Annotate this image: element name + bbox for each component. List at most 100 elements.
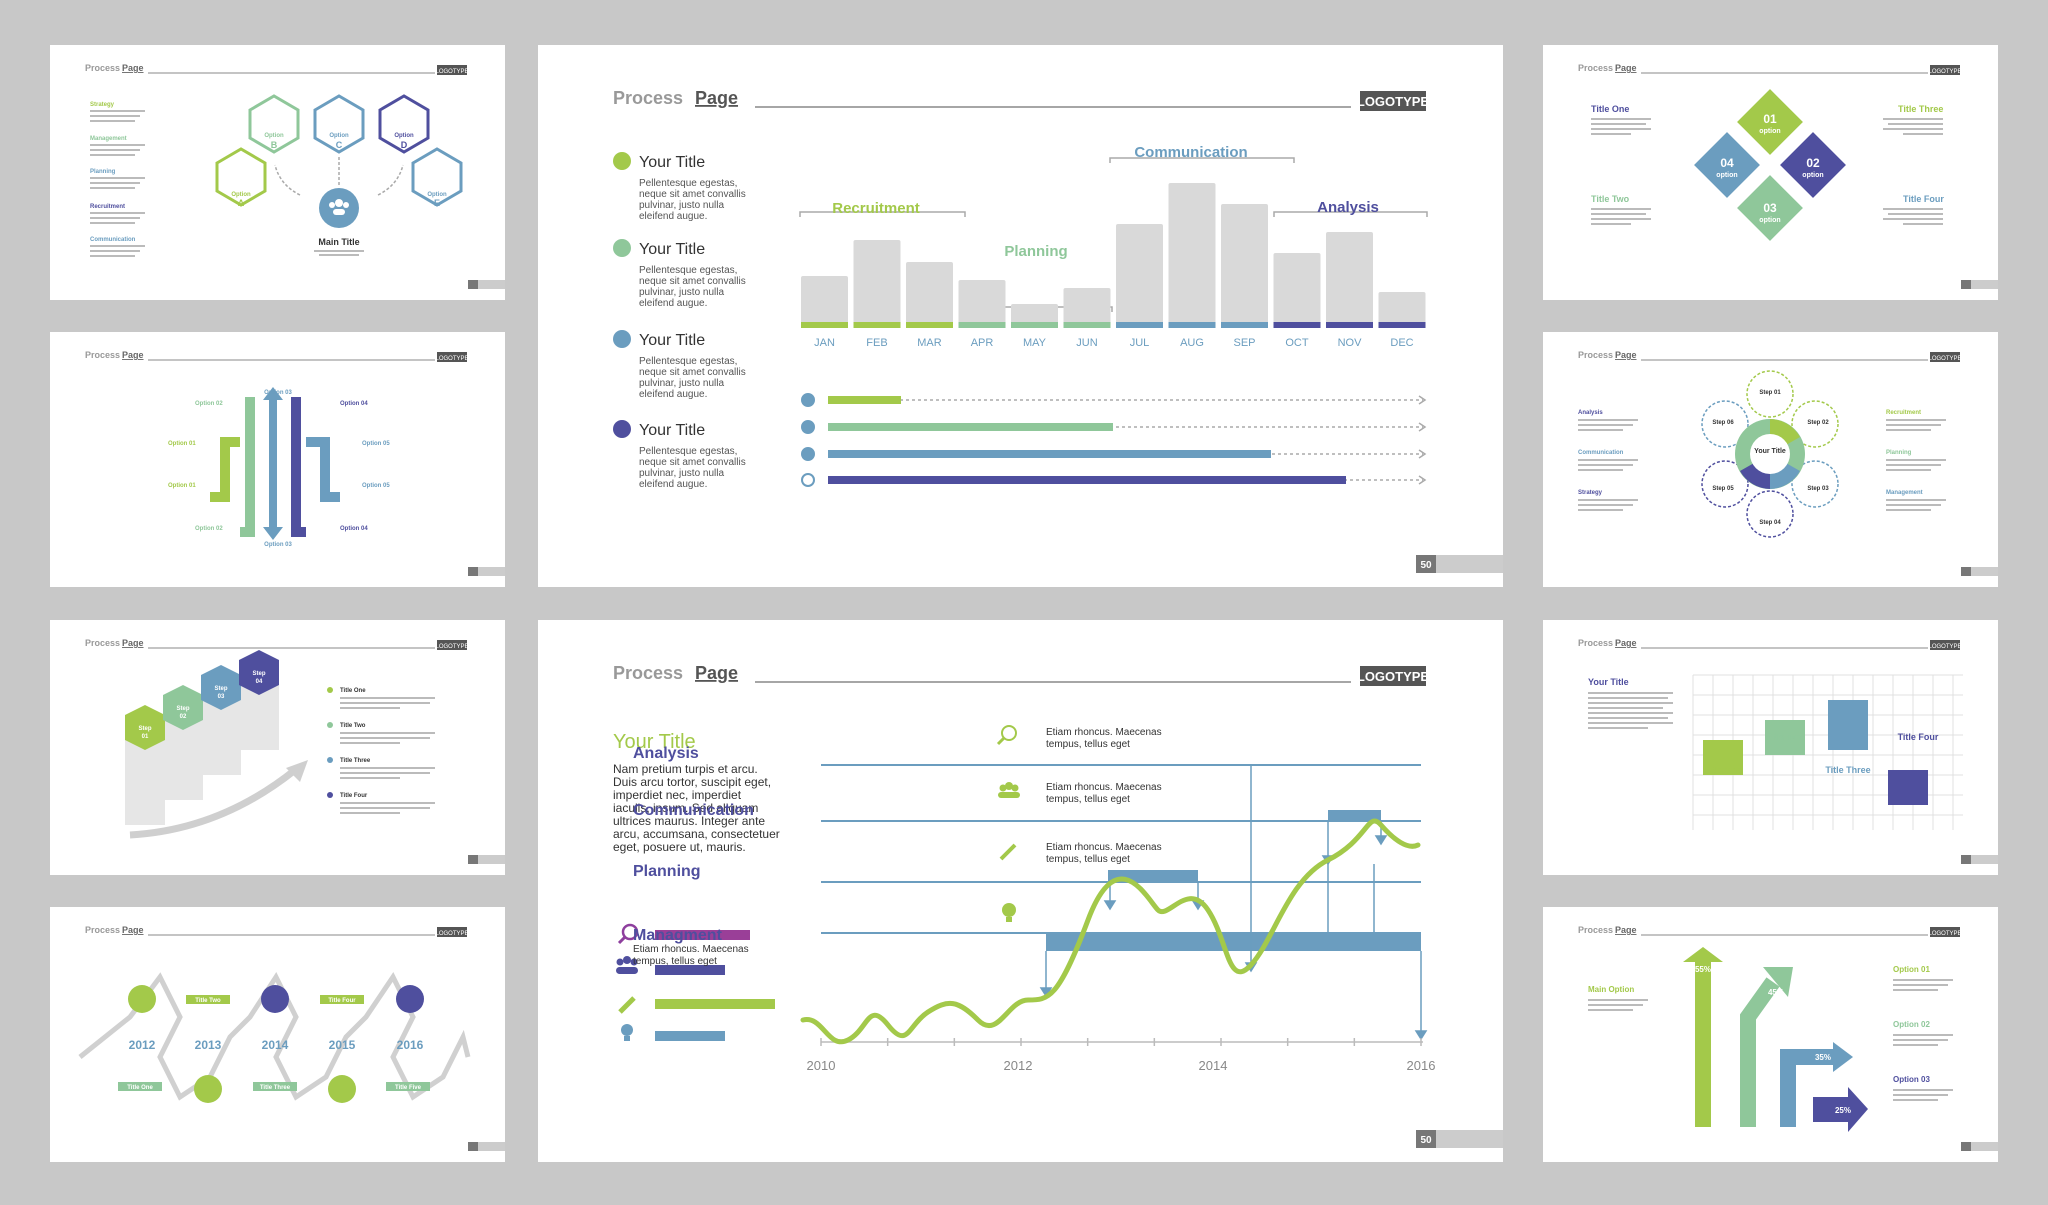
bar-chart-slide: Process Page LOGOTYPE Your Title Pellent…: [613, 88, 1503, 573]
logo-text: LOGOTYPE: [435, 356, 468, 362]
center-title: Your Title: [1754, 448, 1786, 455]
arrow-25: [1813, 1097, 1848, 1122]
page-number-bar: [1961, 1142, 1998, 1151]
month-bar-oct: [1273, 253, 1321, 328]
process-label: Process: [85, 638, 120, 648]
page-number-bar: [468, 567, 505, 576]
page-number-bar: [1961, 280, 1998, 289]
page-label: Page: [122, 638, 144, 648]
arrow-35-head: [1833, 1042, 1853, 1072]
month-bar-jul: [1116, 224, 1163, 328]
bar-title-four: [1888, 770, 1928, 805]
axis-year-label: 2012: [1004, 1058, 1033, 1073]
axis-year-label: 2016: [1407, 1058, 1436, 1073]
slide-thumbnail-years[interactable]: Process Page LOGOTYPE 2012 2013 2014 201…: [50, 907, 505, 1162]
step-label: Step 02: [1807, 420, 1829, 426]
slide-thumbnail-steps[interactable]: Process Page LOGOTYPE Step 01 Step 02 St…: [50, 620, 505, 875]
page-label: Page: [1615, 638, 1637, 648]
option-label: Option 01: [168, 441, 196, 447]
page-number-box: [468, 855, 478, 864]
legend-text: eleifend augue.: [639, 211, 707, 222]
row-note: tempus, tellus eget: [1046, 854, 1130, 865]
slide-thumbnail-arrows[interactable]: Process Page LOGOTYPE Option 03 Option 0…: [50, 332, 505, 587]
page-number-bar: [1961, 855, 1998, 864]
slide-thumbnail-cycle[interactable]: Process Page LOGOTYPE Your Title Step 01…: [1543, 332, 1998, 587]
people-icon: [998, 782, 1020, 798]
legend-bar-indigo: [655, 965, 725, 975]
diamond-02: [1775, 127, 1851, 203]
title-label: Title Four: [1903, 194, 1944, 204]
option-label: Option 01: [168, 483, 196, 489]
progress-bar: [828, 396, 901, 404]
legend-text: pulvinar, justo nulla: [639, 468, 724, 479]
logo-text: LOGOTYPE: [435, 644, 468, 650]
row-note: tempus, tellus eget: [633, 956, 717, 967]
page-label: Page: [695, 88, 738, 108]
option-label: Option 02: [195, 526, 223, 532]
anchor-icon: [261, 985, 289, 1013]
timeline-slide: Process Page LOGOTYPE Your Title Nam pre…: [613, 663, 1503, 1148]
grid-label: Title One: [1704, 765, 1742, 775]
logo-text: LOGOTYPE: [1357, 669, 1430, 684]
process-label: Process: [613, 88, 683, 108]
search-icon: [801, 473, 815, 487]
logo-text: LOGOTYPE: [1928, 644, 1961, 650]
progress-track-arrow: [1418, 422, 1427, 432]
month-label: AUG: [1180, 337, 1204, 349]
month-bar-accent: [958, 322, 1006, 328]
clock-icon: [396, 985, 424, 1013]
page-number-box: [468, 1142, 478, 1151]
search-icon: [617, 923, 639, 945]
main-title: Main Title: [318, 237, 359, 247]
slide-thumbnail-diamonds[interactable]: Process Page LOGOTYPE Title One Title Th…: [1543, 45, 1998, 300]
pencil-icon: [801, 420, 815, 434]
option-label: Option 05: [362, 483, 390, 489]
page-label: Page: [695, 663, 738, 683]
gantt-connectors: [1039, 765, 1428, 1041]
progress-track-arrow: [1418, 395, 1427, 405]
paragraph-line: ultrices maurus. Integer ante: [613, 814, 765, 828]
slide-thumbnail-hexagons[interactable]: Process Page LOGOTYPE Strategy Managemen…: [50, 45, 505, 300]
side-filler-lines: [90, 110, 145, 257]
title-label: Title Two: [1591, 194, 1630, 204]
gantt-bar-communication: [1328, 810, 1381, 821]
logo-text: LOGOTYPE: [1357, 94, 1430, 109]
month-bar-sep: [1221, 204, 1268, 328]
option-letter: B: [271, 140, 278, 150]
month-label: MAR: [917, 337, 942, 349]
month-bar-aug: [1168, 183, 1216, 328]
logo-box: [1930, 65, 1960, 75]
option-letter: D: [401, 140, 408, 150]
step-label: Step 03: [1807, 486, 1829, 492]
month-bar-accent: [1326, 322, 1373, 328]
step-label: Step 01: [1759, 390, 1781, 396]
option-name: Option: [231, 192, 251, 198]
phase-label-planning: Planning: [1004, 243, 1067, 260]
year-label: 2016: [397, 1038, 424, 1052]
slide-bar-chart[interactable]: Process Page LOGOTYPE Your Title Pellent…: [538, 45, 1503, 587]
legend-text: pulvinar, justo nulla: [639, 287, 724, 298]
title-label: Title Three: [340, 758, 371, 764]
legend-dot-sage: [613, 239, 631, 257]
legend-title: Your Title: [639, 422, 705, 439]
slide-thumbnail-grid[interactable]: Process Page LOGOTYPE Your Title Title O…: [1543, 620, 1998, 875]
page-label: Page: [122, 925, 144, 935]
process-label: Process: [1578, 638, 1613, 648]
year-label: 2014: [262, 1038, 289, 1052]
diamond-word: option: [1759, 217, 1780, 224]
step-hexagon-1: [125, 705, 165, 750]
slide-thumbnail-percent-arrows[interactable]: Process Page LOGOTYPE 55% 45% 35% 25% Ma…: [1543, 907, 1998, 1162]
tag-label: Title Four: [328, 998, 356, 1004]
logo-box: [1930, 927, 1960, 937]
money-bag-icon: [801, 393, 815, 407]
grid-label: Title Four: [1898, 732, 1939, 742]
slide-timeline[interactable]: Process Page LOGOTYPE Your Title Nam pre…: [538, 620, 1503, 1162]
page-label: Page: [1615, 63, 1637, 73]
legend-title: Your Title: [639, 154, 705, 171]
zigzag-path: [78, 971, 471, 1101]
step-name: Step: [214, 686, 227, 692]
filler-lines: [1588, 979, 1953, 1101]
option-label: Option 03: [264, 542, 292, 548]
side-label: Recruitment: [1886, 410, 1921, 416]
month-label: SEP: [1233, 337, 1255, 349]
